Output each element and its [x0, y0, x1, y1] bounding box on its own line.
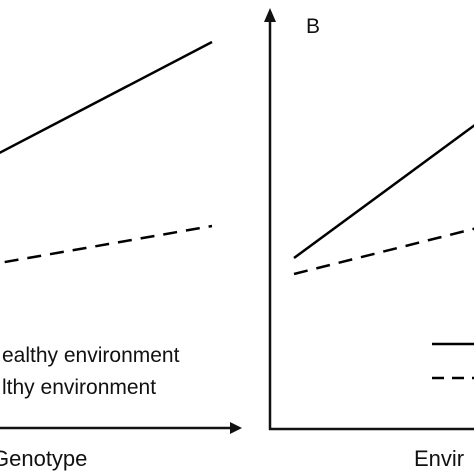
panel-a: ealthy environment lthy environment Geno… — [0, 40, 242, 471]
panel-a-legend: ealthy environment lthy environment — [2, 344, 180, 399]
panel-b-x-axis-label: Envir — [414, 446, 464, 471]
panel-a-x-axis-arrow — [230, 422, 242, 434]
panel-a-x-axis-label: Genotype — [0, 446, 87, 471]
panel-b-series-solid-line — [293, 124, 474, 260]
legend-label-1: ealthy environment — [2, 344, 180, 367]
panel-a-series-solid-line — [0, 40, 213, 155]
panel-b-legend — [432, 342, 474, 380]
panel-b: B Envir — [264, 8, 474, 471]
panel-a-series-dashed-line — [0, 224, 213, 265]
panel-b-label: B — [306, 15, 320, 38]
legend-label-2: lthy environment — [2, 376, 156, 399]
panel-b-series-dashed-line — [293, 227, 474, 276]
panel-a-series-group — [0, 40, 213, 265]
panel-b-y-axis-arrow — [264, 8, 276, 22]
panel-b-series-group — [293, 124, 474, 276]
